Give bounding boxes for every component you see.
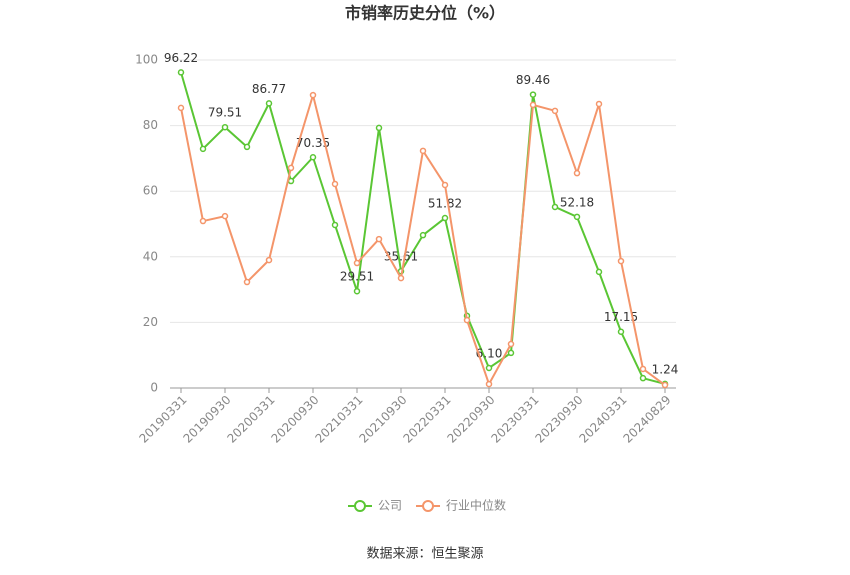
data-label: 86.77 (252, 82, 286, 96)
legend-marker (354, 500, 366, 512)
data-point (529, 91, 537, 98)
data-point (375, 124, 383, 132)
data-point (551, 107, 559, 115)
y-tick-label: 60 (143, 184, 158, 198)
data-point (177, 104, 185, 112)
data-point (639, 374, 647, 382)
legend-label: 公司 (378, 499, 402, 513)
data-label: 70.35 (296, 136, 330, 150)
data-point (485, 380, 493, 388)
data-point (661, 381, 669, 389)
data-point (221, 212, 229, 220)
data-point (507, 340, 515, 348)
data-point (551, 203, 559, 211)
y-tick-label: 80 (143, 118, 158, 132)
data-point (199, 145, 207, 153)
data-point (375, 235, 383, 243)
data-point (419, 147, 427, 155)
data-point (595, 268, 603, 276)
data-point (221, 123, 229, 131)
series-line (180, 91, 666, 387)
data-point (331, 221, 339, 229)
data-point (441, 214, 449, 222)
data-point (177, 69, 185, 76)
x-tick-label: 20240829 (621, 393, 674, 446)
data-label: 35.61 (384, 250, 418, 264)
chart-title: 市销率历史分位（%） (345, 4, 505, 23)
data-point (265, 100, 273, 107)
data-point (507, 349, 515, 357)
data-label: 51.82 (428, 197, 462, 211)
data-point (617, 257, 625, 265)
y-tick-label: 0 (150, 381, 158, 395)
legend-label: 行业中位数 (446, 498, 506, 513)
data-label: 6.10 (476, 346, 503, 360)
data-point (243, 143, 251, 151)
data-point (287, 164, 295, 172)
data-point (353, 287, 361, 295)
data-label: 29.51 (340, 270, 374, 284)
data-point (265, 256, 273, 264)
data-point (243, 278, 251, 286)
data-label: 52.18 (560, 195, 594, 209)
data-point (529, 101, 537, 109)
data-point (397, 274, 405, 282)
data-point (573, 169, 581, 177)
series-line (180, 72, 666, 385)
data-point (639, 365, 647, 373)
data-point (441, 181, 449, 189)
data-label: 1.24 (652, 362, 679, 376)
data-point (485, 364, 493, 372)
data-point (309, 91, 317, 99)
data-point (309, 154, 317, 161)
source-note: 数据来源：恒生聚源 (366, 547, 483, 562)
y-tick-label: 100 (135, 53, 158, 67)
data-label: 89.46 (516, 73, 550, 87)
data-label: 79.51 (208, 106, 242, 120)
data-point (353, 259, 361, 267)
data-point (463, 316, 471, 324)
data-point (331, 180, 339, 188)
y-tick-label: 40 (143, 249, 158, 263)
y-tick-label: 20 (143, 315, 158, 329)
data-point (573, 213, 581, 221)
data-label: 17.15 (604, 310, 638, 324)
data-point (617, 328, 625, 335)
legend-marker (422, 500, 435, 512)
data-label: 96.22 (164, 51, 198, 65)
data-point (595, 100, 603, 108)
data-point (419, 231, 427, 239)
data-point (199, 217, 207, 225)
